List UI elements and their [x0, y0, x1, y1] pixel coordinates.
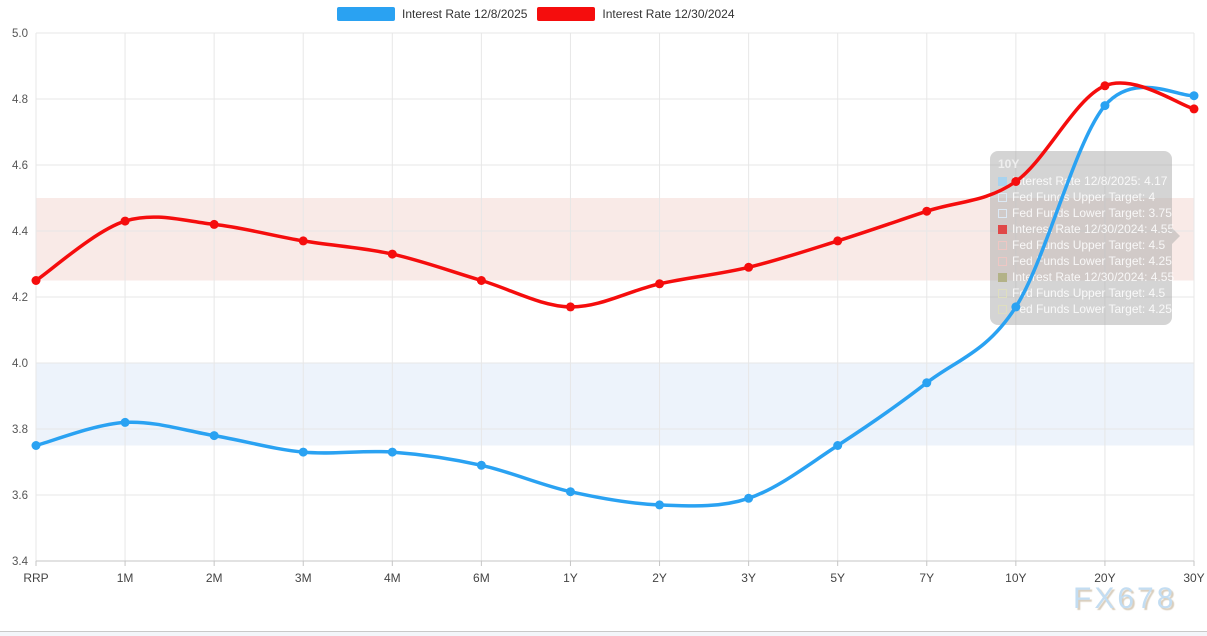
- tooltip-row: Fed Funds Lower Target: 4.25: [998, 301, 1172, 317]
- tooltip-row-text: Fed Funds Upper Target: 4: [1012, 190, 1156, 204]
- tooltip-row-text: Fed Funds Lower Target: 4.25: [1012, 254, 1172, 268]
- bottom-divider: [0, 631, 1207, 636]
- y-axis-tick-label: 4.8: [12, 94, 28, 106]
- legend-label: Interest Rate 12/30/2024: [602, 7, 735, 21]
- legend-swatch-blue-icon: [337, 7, 395, 21]
- legend-item-rate-2024[interactable]: Interest Rate 12/30/2024: [537, 7, 735, 21]
- series-swatch-icon: [998, 272, 1007, 282]
- tooltip-row-text: Fed Funds Lower Target: 4.25: [1012, 302, 1172, 316]
- legend-item-rate-2025[interactable]: Interest Rate 12/8/2025: [337, 7, 527, 21]
- legend-swatch-red-icon: [537, 7, 596, 21]
- series-swatch-icon: [998, 256, 1007, 266]
- series-swatch-icon: [998, 240, 1007, 250]
- chart-legend: Interest Rate 12/8/2025 Interest Rate 12…: [337, 7, 745, 21]
- legend-label: Interest Rate 12/8/2025: [402, 7, 528, 21]
- y-axis-tick-label: 3.8: [12, 424, 28, 436]
- series-swatch-icon: [998, 224, 1007, 234]
- x-axis-tick-label: 20Y: [1094, 571, 1115, 585]
- y-axis-tick-label: 3.4: [12, 556, 29, 568]
- tooltip-row: Fed Funds Upper Target: 4.5: [998, 285, 1166, 301]
- x-axis-tick-label: 7Y: [919, 571, 934, 585]
- tooltip-arrow-icon: [1172, 228, 1180, 244]
- x-axis-tick-label: 5Y: [830, 571, 845, 585]
- watermark: FX678: [1073, 582, 1177, 615]
- tooltip-row: Fed Funds Upper Target: 4.5: [998, 237, 1166, 253]
- y-axis-tick-label: 4.4: [12, 226, 29, 238]
- x-axis-tick-label: 2M: [206, 571, 223, 585]
- x-axis-tick-label: 30Y: [1183, 571, 1204, 585]
- x-axis-tick-label: 3Y: [741, 571, 756, 585]
- tooltip-row: Interest Rate 12/30/2024: 4.55: [998, 221, 1174, 237]
- x-axis-tick-label: 1Y: [563, 571, 578, 585]
- tooltip-row-text: Fed Funds Upper Target: 4.5: [1012, 238, 1166, 252]
- y-axis-tick-label: 4.2: [12, 292, 28, 304]
- tooltip-row: Interest Rate 12/30/2024: 4.55: [998, 269, 1174, 285]
- x-axis-tick-label: 4M: [384, 571, 401, 585]
- tooltip-rows: Interest Rate 12/8/2025: 4.17 Fed Funds U…: [998, 173, 1174, 317]
- x-axis-tick-label: RRP: [23, 571, 48, 585]
- tooltip-row: Fed Funds Lower Target: 3.75: [998, 205, 1172, 221]
- series-swatch-icon: [998, 304, 1007, 314]
- x-axis-tick-label: 1M: [117, 571, 134, 585]
- chart-tooltip: 10Y Interest Rate 12/8/2025: 4.17 Fed Fun…: [990, 151, 1180, 325]
- x-axis-tick-label: 2Y: [652, 571, 667, 585]
- tooltip-row-text: Interest Rate 12/30/2024: 4.55: [1012, 270, 1175, 284]
- series-swatch-icon: [998, 288, 1007, 298]
- y-axis-tick-label: 5.0: [12, 28, 28, 40]
- tooltip-row: Fed Funds Upper Target: 4: [998, 189, 1164, 205]
- tooltip-title: 10Y: [998, 157, 1020, 171]
- tooltip-row-text: Fed Funds Lower Target: 3.75: [1012, 206, 1172, 220]
- series-swatch-icon: [998, 208, 1007, 218]
- x-axis-tick-label: 3M: [295, 571, 312, 585]
- tooltip-row-text: Interest Rate 12/8/2025: 4.17: [1012, 174, 1168, 188]
- y-axis-tick-label: 4.6: [12, 160, 28, 172]
- x-axis-tick-label: 6M: [473, 571, 490, 585]
- series-swatch-icon: [998, 176, 1007, 186]
- tooltip-row-text: Interest Rate 12/30/2024: 4.55: [1012, 222, 1175, 236]
- target-range-band: [36, 363, 1194, 446]
- tooltip-row: Interest Rate 12/8/2025: 4.17: [998, 173, 1168, 189]
- series-swatch-icon: [998, 192, 1007, 202]
- y-axis-tick-label: 3.6: [12, 490, 28, 502]
- y-axis-tick-label: 4.0: [12, 358, 28, 370]
- tooltip-row-text: Fed Funds Upper Target: 4.5: [1012, 286, 1166, 300]
- x-axis-tick-label: 10Y: [1005, 571, 1026, 585]
- tooltip-row: Fed Funds Lower Target: 4.25: [998, 253, 1172, 269]
